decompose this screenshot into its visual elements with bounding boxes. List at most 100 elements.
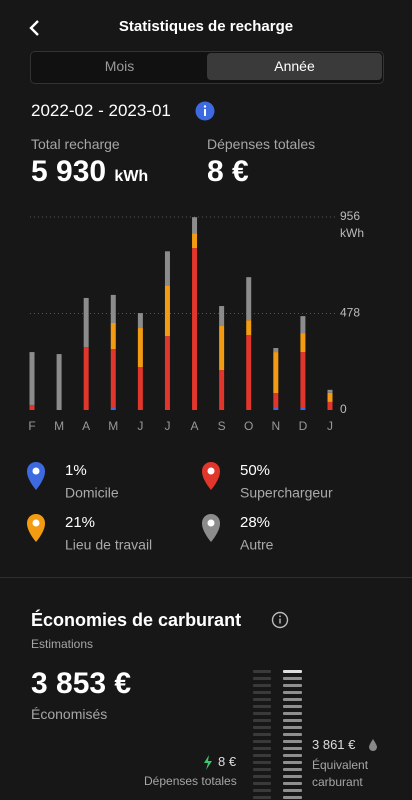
y-tick-label: 0 — [340, 402, 347, 416]
bar-segment — [246, 335, 252, 410]
bar-segment — [164, 251, 170, 286]
divider — [0, 577, 412, 578]
gauge-dash — [253, 789, 271, 792]
total-number: 5 930 — [31, 155, 107, 188]
gauge-dash — [253, 719, 271, 722]
cost-value: 8 € — [207, 155, 249, 188]
gauge-dash — [283, 691, 302, 694]
x-tick-label: J — [164, 419, 170, 433]
legend-share: 21% — [65, 514, 95, 531]
tab[interactable]: Mois — [104, 58, 135, 74]
bar-segment — [300, 333, 306, 353]
bar-segment — [192, 248, 198, 410]
bar-segment — [56, 354, 62, 410]
info-icon[interactable] — [195, 101, 215, 121]
legend-label: Autre — [240, 537, 274, 553]
bar-segment — [83, 297, 89, 348]
gauge-dash — [283, 670, 302, 673]
period: 2022-02 - 2023-01 — [31, 101, 171, 120]
bar-segment — [110, 322, 116, 350]
bar-segment — [192, 233, 198, 249]
bar-segment — [327, 389, 333, 393]
bar-segment — [300, 407, 306, 410]
gauge-dash — [253, 670, 271, 673]
y-unit: kWh — [340, 226, 364, 240]
gauge-dash — [253, 691, 271, 694]
gauge-dash — [283, 775, 302, 778]
fuel-value: 3 861 € — [312, 737, 356, 752]
bar-segment — [273, 407, 279, 410]
legend-icon-glyph — [207, 467, 215, 475]
bar-segment — [219, 326, 225, 371]
gauge-dash — [283, 754, 302, 757]
gauge-dash — [283, 782, 302, 785]
bar-segment — [29, 352, 35, 405]
cost-label: Dépenses totales — [207, 136, 316, 152]
legend-icon — [202, 514, 220, 542]
bar-segment — [327, 401, 333, 410]
drop-icon — [369, 739, 377, 751]
chart: 0 478 956 kWh F M A M J J A S O N D J 1% Domicile 50% Super… — [27, 209, 364, 553]
bar-segment — [219, 306, 225, 327]
gauge-dash — [283, 684, 302, 687]
legend-icon-glyph — [32, 467, 40, 475]
y-tick-label: 478 — [340, 306, 360, 320]
bar-segment — [273, 393, 279, 408]
gauge-dash — [253, 761, 271, 764]
bar-segment — [137, 366, 143, 410]
back-button[interactable] — [26, 18, 44, 38]
bar-segment — [300, 352, 306, 408]
bar-segment — [273, 352, 279, 394]
gauge-dash — [253, 698, 271, 701]
gauge-dash — [253, 705, 271, 708]
tab[interactable]: Année — [207, 53, 382, 80]
legend-label: Domicile — [65, 485, 119, 501]
bar-segment — [246, 277, 252, 321]
bar-segment — [219, 370, 225, 410]
legend-share: 50% — [240, 462, 270, 479]
gauge-dash — [253, 775, 271, 778]
y-tick-label: 956 — [340, 209, 360, 223]
spent-value: 8 € — [218, 754, 237, 769]
gauge-dash — [283, 705, 302, 708]
legend-icon — [27, 462, 45, 490]
bar-segment — [110, 294, 116, 323]
legend-icon — [27, 514, 45, 542]
gauge-dash — [283, 747, 302, 750]
total-value: 5 930 kWh — [31, 155, 148, 189]
gauge-dash — [253, 740, 271, 743]
gauge-dash — [283, 768, 302, 771]
bolt-icon — [204, 755, 212, 770]
gauge-dash — [253, 747, 271, 750]
x-tick-label: A — [191, 419, 199, 433]
savings-amount: 3 853 € — [31, 667, 132, 700]
gauge-dash — [283, 740, 302, 743]
legend-icon-glyph — [32, 519, 40, 527]
total-label: Total recharge — [31, 136, 120, 152]
legend-share: 28% — [240, 514, 270, 531]
x-tick-label: D — [299, 419, 308, 433]
bar-segment — [246, 320, 252, 336]
gauge-dash — [283, 761, 302, 764]
bar-segment — [137, 313, 143, 329]
gauge-dash — [253, 733, 271, 736]
x-tick-label: J — [327, 419, 333, 433]
header-title: Statistiques de recharge — [118, 18, 294, 35]
legend-icon — [202, 462, 220, 490]
bar-segment — [164, 336, 170, 410]
gauge-dash — [283, 698, 302, 701]
legend-label: Superchargeur — [240, 485, 333, 501]
bar-segment — [327, 392, 333, 402]
gauge-dash — [283, 719, 302, 722]
savings-info-icon[interactable] — [271, 611, 289, 629]
gauge-dash — [253, 796, 271, 799]
bar-segment — [29, 404, 35, 410]
gauge-dash — [283, 733, 302, 736]
spent-label: Dépenses totales — [144, 774, 237, 788]
legend-label: Lieu de travail — [65, 537, 152, 553]
gauge-dash — [253, 726, 271, 729]
x-tick-label: A — [82, 419, 90, 433]
gauge-dash — [253, 768, 271, 771]
